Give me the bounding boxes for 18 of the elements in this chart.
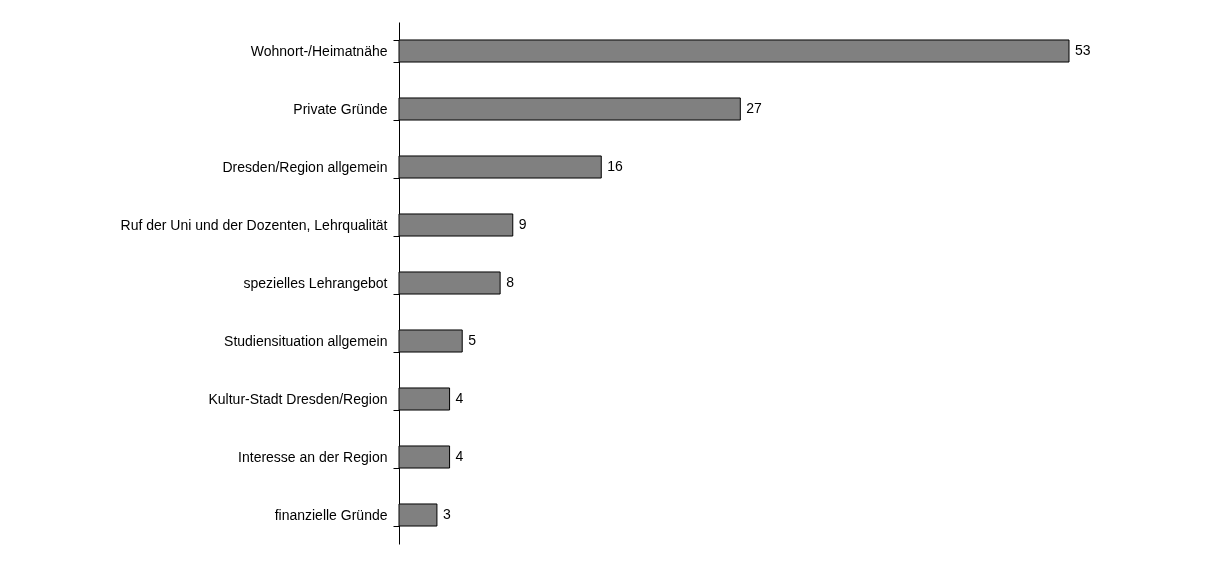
data-label: 16 bbox=[607, 158, 624, 174]
y-tick-label: Private Gründe bbox=[293, 100, 388, 117]
y-tick-label: Dresden/Region allgemein bbox=[222, 158, 388, 175]
data-label: 4 bbox=[455, 390, 464, 406]
data-label: 9 bbox=[518, 216, 527, 232]
y-tick-label: Ruf der Uni und der Dozenten, Lehrqualität bbox=[120, 216, 388, 233]
y-tick-label: Interesse an der Region bbox=[238, 448, 388, 465]
data-label: 5 bbox=[468, 332, 477, 348]
y-tick-label: Kultur-Stadt Dresden/Region bbox=[208, 390, 388, 407]
y-tick-label: Wohnort-/Heimatnähe bbox=[250, 42, 388, 59]
data-label: 4 bbox=[455, 448, 464, 464]
data-label: 53 bbox=[1075, 42, 1091, 58]
data-label: 3 bbox=[442, 506, 451, 522]
y-tick-label: finanzielle Gründe bbox=[274, 506, 388, 523]
data-label: 27 bbox=[746, 100, 763, 116]
y-tick-label: Studiensituation allgemein bbox=[224, 332, 388, 349]
data-label: 8 bbox=[506, 274, 515, 290]
y-tick-label: spezielles Lehrangebot bbox=[243, 274, 388, 291]
